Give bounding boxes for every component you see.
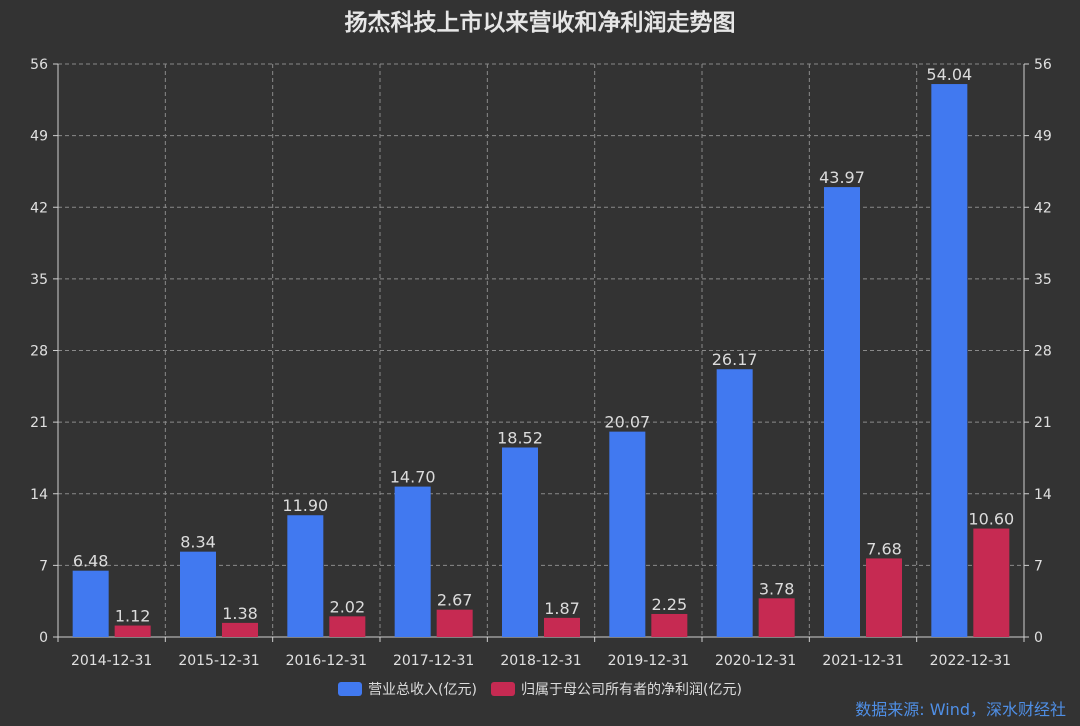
data-label-net-profit: 2.25 [652,595,688,614]
y-tick-label-left: 28 [30,344,48,360]
bar-net-profit [544,617,580,637]
bar-net-profit [436,609,473,637]
legend-label-net-profit: 归属于母公司所有者的净利润(亿元) [521,682,742,698]
data-label-revenue: 8.34 [180,533,216,552]
data-label-revenue: 43.97 [819,168,865,187]
y-tick-label-right: 0 [1034,630,1043,646]
bar-revenue [72,570,109,637]
chart-title: 扬杰科技上市以来营收和净利润走势图 [344,10,736,36]
x-tick-label: 2014-12-31 [71,653,152,669]
y-tick-label-left: 0 [39,630,48,646]
bar-revenue [287,515,324,637]
data-label-revenue: 11.90 [282,496,328,515]
bar-net-profit [973,528,1010,637]
y-tick-label-right: 7 [1034,558,1043,574]
y-tick-label-left: 42 [30,200,48,216]
data-label-revenue: 6.48 [73,552,109,571]
y-tick-label-right: 28 [1034,344,1052,360]
bar-net-profit [866,558,902,637]
bar-revenue [716,369,753,637]
data-label-net-profit: 1.12 [115,607,151,626]
data-label-revenue: 14.70 [390,468,436,487]
y-tick-label-left: 49 [30,129,48,145]
bar-revenue [824,187,860,637]
y-tick-label-left: 56 [30,57,48,73]
bar-revenue [609,431,646,637]
x-tick-label: 2021-12-31 [822,653,903,669]
bar-net-profit [651,613,688,637]
y-tick-label-right: 14 [1034,487,1052,503]
y-tick-label-right: 21 [1034,415,1052,431]
data-label-revenue: 20.07 [604,413,650,432]
source-note: 数据来源: Wind，深水财经社 [855,700,1066,719]
data-label-net-profit: 2.02 [330,597,366,616]
data-label-net-profit: 1.87 [544,599,580,618]
legend-label-revenue: 营业总收入(亿元) [368,682,477,698]
data-label-net-profit: 7.68 [866,539,902,558]
x-tick-label: 2020-12-31 [715,653,796,669]
x-tick-label: 2019-12-31 [608,653,689,669]
y-tick-label-right: 56 [1034,57,1052,73]
bar-net-profit [329,616,366,637]
bar-net-profit [758,598,795,637]
x-tick-label: 2022-12-31 [930,653,1011,669]
x-tick-label: 2017-12-31 [393,653,474,669]
legend-item-net-profit[interactable]: 归属于母公司所有者的净利润(亿元) [491,679,742,699]
data-label-revenue: 26.17 [712,350,758,369]
y-tick-label-left: 7 [39,558,48,574]
bar-net-profit [114,625,151,637]
x-tick-label: 2018-12-31 [500,653,581,669]
y-tick-label-left: 21 [30,415,48,431]
data-label-net-profit: 3.78 [759,579,795,598]
legend-swatch-net-profit [491,682,515,696]
x-tick-label: 2015-12-31 [178,653,259,669]
data-label-revenue: 18.52 [497,429,543,448]
y-tick-label-right: 49 [1034,129,1052,145]
data-label-net-profit: 10.60 [968,510,1014,529]
y-tick-label-left: 14 [30,487,48,503]
chart-legend: 营业总收入(亿元) 归属于母公司所有者的净利润(亿元) [0,679,1080,699]
bar-revenue [394,486,431,637]
y-tick-label-right: 35 [1034,272,1052,288]
legend-item-revenue[interactable]: 营业总收入(亿元) [338,679,477,699]
data-label-net-profit: 1.38 [222,604,258,623]
y-tick-label-left: 35 [30,272,48,288]
bar-net-profit [222,622,258,637]
legend-swatch-revenue [338,682,363,696]
bar-revenue [180,551,216,637]
y-tick-label-right: 42 [1034,200,1052,216]
data-label-net-profit: 2.67 [437,591,473,610]
bar-revenue [502,447,538,637]
bar-revenue [931,84,968,638]
data-label-revenue: 54.04 [926,65,972,84]
x-tick-label: 2016-12-31 [286,653,367,669]
